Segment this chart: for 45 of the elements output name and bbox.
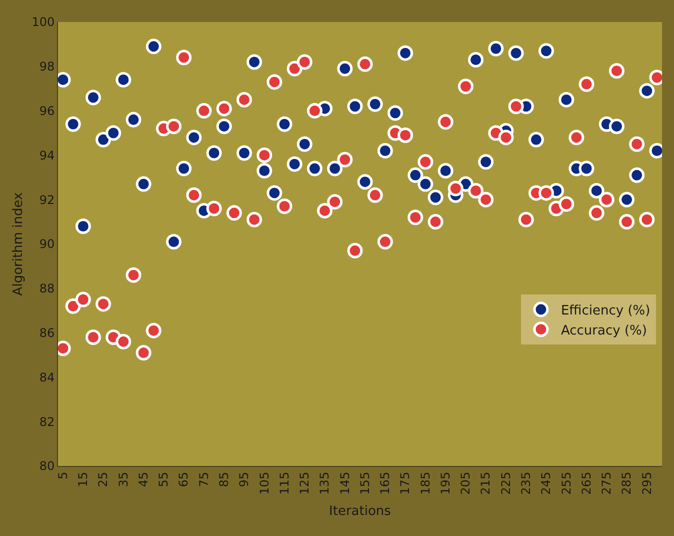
- x-tick-label: 175: [398, 472, 412, 495]
- y-tick-label: 80: [39, 459, 55, 474]
- y-tick-label: 100: [32, 15, 55, 30]
- x-tick-label: 85: [217, 472, 231, 488]
- y-tick-label: 86: [39, 326, 55, 340]
- x-tick-label: 25: [96, 472, 110, 488]
- y-axis-title: Algorithm index: [11, 192, 26, 296]
- x-tick-label: 225: [498, 472, 513, 495]
- x-tick-label: 285: [620, 472, 634, 495]
- y-tick-label: 92: [39, 192, 55, 207]
- x-tick-label: 255: [559, 472, 574, 495]
- legend-label: Efficiency (%): [560, 304, 650, 318]
- x-tick-label: 5: [56, 472, 70, 480]
- x-tick-label: 245: [539, 472, 554, 495]
- y-tick-label: 94: [39, 148, 55, 162]
- y-tick-label: 98: [39, 60, 55, 74]
- x-axis-title: Iterations: [329, 504, 392, 519]
- x-tick-label: 185: [418, 472, 432, 495]
- x-tick-label: 135: [318, 472, 332, 495]
- x-tick-label: 275: [600, 472, 614, 495]
- x-tick-label: 125: [298, 472, 312, 495]
- x-tick-label: 215: [478, 472, 493, 495]
- x-tick-label: 115: [277, 472, 292, 495]
- x-tick-label: 75: [196, 472, 211, 488]
- x-tick-label: 295: [640, 472, 654, 495]
- x-tick-label: 95: [237, 472, 252, 488]
- x-tick-label: 15: [76, 472, 90, 488]
- y-tick-label: 90: [39, 237, 55, 252]
- x-tick-label: 55: [156, 472, 171, 488]
- x-tick-label: 265: [579, 472, 594, 495]
- x-tick-label: 155: [358, 472, 372, 495]
- legend-label: Accuracy (%): [560, 323, 647, 338]
- x-tick-label: 145: [338, 472, 352, 495]
- y-tick-label: 82: [39, 414, 55, 429]
- y-tick-label: 88: [39, 282, 55, 296]
- y-tick-label: 96: [39, 104, 55, 118]
- x-tick-label: 45: [136, 472, 150, 488]
- x-tick-label: 65: [176, 472, 191, 488]
- x-tick-label: 235: [519, 472, 533, 495]
- x-tick-label: 165: [378, 472, 392, 495]
- x-tick-label: 35: [116, 472, 130, 488]
- x-tick-label: 205: [458, 472, 473, 495]
- x-tick-label: 195: [438, 472, 452, 495]
- y-tick-label: 84: [39, 370, 55, 384]
- x-tick-label: 105: [257, 472, 272, 495]
